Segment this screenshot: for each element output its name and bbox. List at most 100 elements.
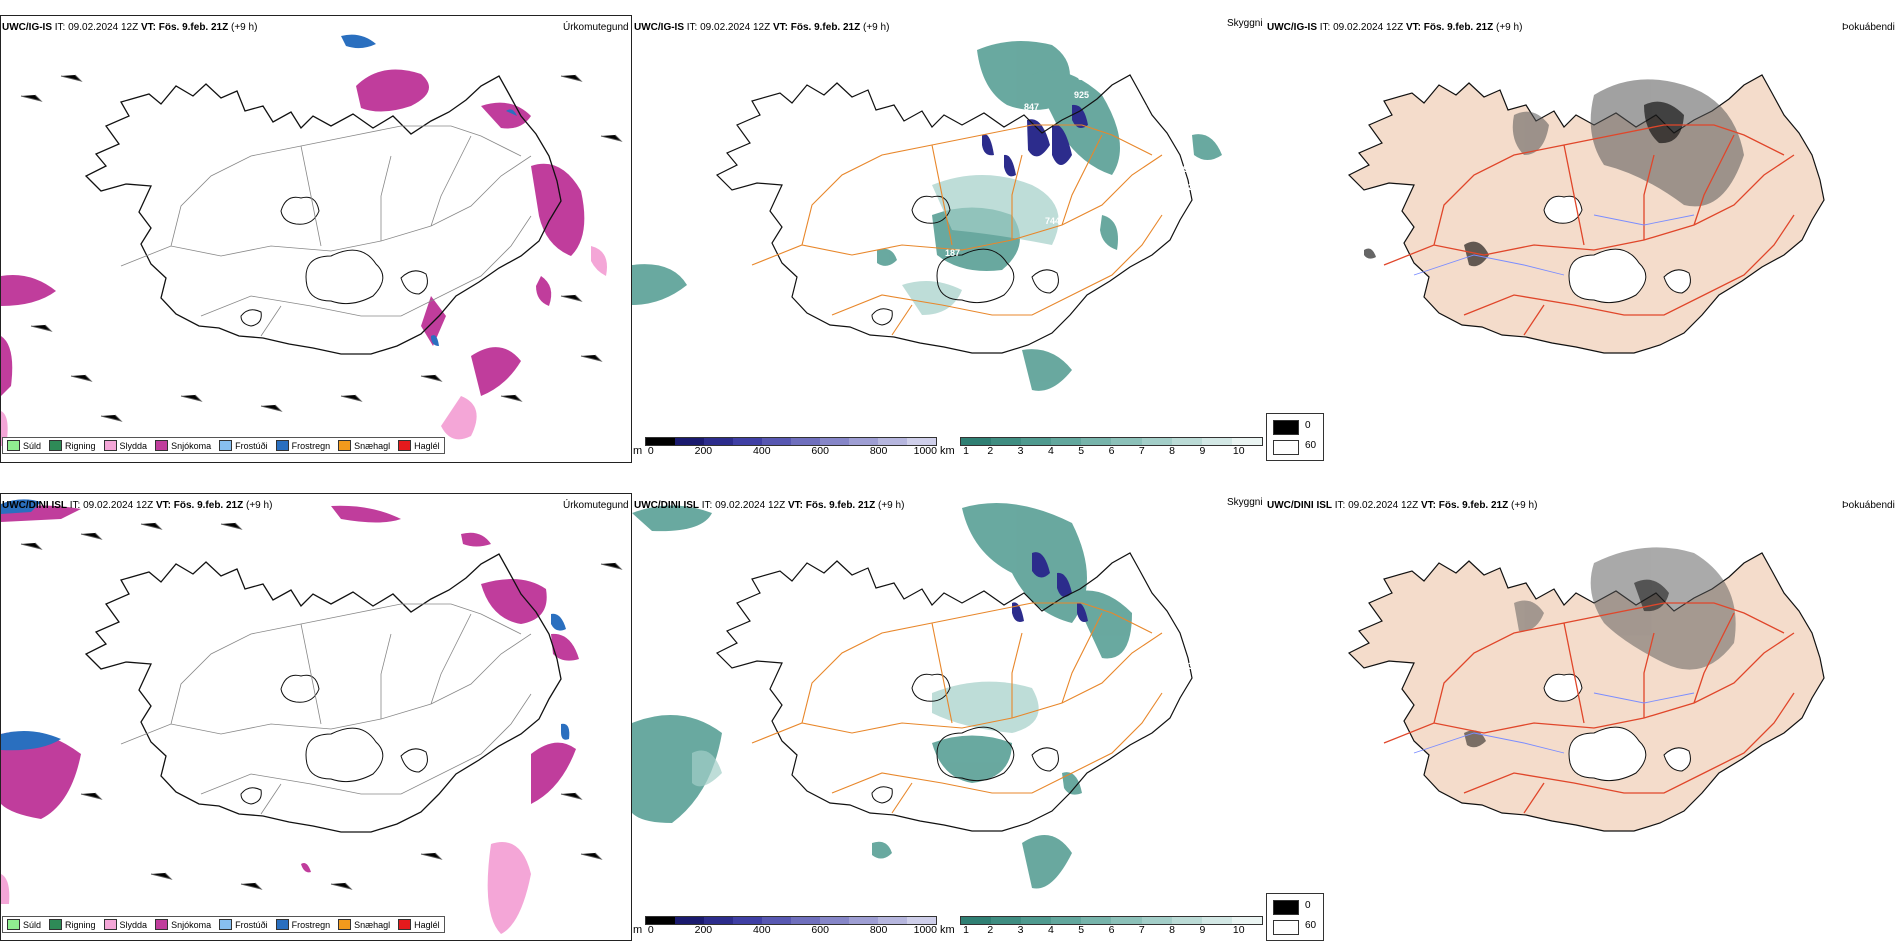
it-label: IT: — [54, 22, 66, 33]
legend-item: Frostúði — [219, 919, 268, 930]
scale-tick: 1 — [963, 924, 969, 936]
fog-swatch-white — [1273, 920, 1299, 935]
map-value-label: 731 — [1133, 104, 1149, 114]
legend-swatch — [155, 919, 169, 930]
legend-item: Snjókoma — [155, 919, 211, 930]
map-value-label: 978 — [1086, 540, 1102, 550]
scale-tick: 6 — [1108, 445, 1115, 457]
legend-item: Snæhagl — [338, 440, 390, 451]
scale-unit-km: km — [940, 924, 955, 936]
scale-tick: 9 — [1199, 924, 1206, 936]
model-name: UWC/DINI ISL — [634, 500, 699, 511]
fog-map-2 — [1348, 547, 1825, 832]
legend-label: Snæhagl — [354, 440, 391, 451]
legend-item: Slydda — [103, 919, 148, 930]
legend-swatch — [103, 919, 117, 930]
panel-header: UWC/IG-IS IT: 09.02.2024 12Z VT: Fös. 9.… — [634, 22, 889, 33]
map-value-label: 281 — [1062, 338, 1078, 348]
scale-unit-km: km — [940, 445, 955, 457]
vt-value: Fös. 9.feb. 21Z — [173, 500, 244, 511]
field-title-ceiling: Skyggni — [1227, 18, 1263, 29]
scale-tick: 2 — [987, 924, 994, 936]
legend-swatch — [338, 919, 352, 930]
scale-tick: 8 — [1169, 445, 1176, 457]
vt-label: VT: — [787, 500, 803, 511]
legend-label: Slydda — [119, 919, 148, 930]
legend-swatch — [219, 919, 233, 930]
scale-tick: 5 — [1078, 924, 1085, 936]
legend-item: Rigning — [49, 919, 96, 930]
panel-header: UWC/IG-IS IT: 09.02.2024 12Z VT: Fös. 9.… — [1267, 22, 1522, 33]
scale-tick: 9 — [1199, 445, 1206, 457]
map-value-label: 327 — [1188, 661, 1204, 671]
wind-barbs — [20, 74, 623, 422]
precip-type-panel-2 — [0, 493, 632, 941]
scale-tick: 0 — [647, 445, 654, 457]
legend-label: Frostregn — [291, 440, 331, 451]
model-name: UWC/DINI ISL — [2, 500, 67, 511]
vt-value: Fös. 9.feb. 21Z — [805, 500, 876, 511]
lead-time: (+9 h) — [1511, 500, 1538, 511]
scale-bar-km-2 — [960, 916, 1263, 925]
scale-tick: 7 — [1138, 445, 1145, 457]
panel-header: UWC/DINI ISL IT: 09.02.2024 12Z VT: Fös.… — [2, 500, 272, 511]
lead-time: (+9 h) — [878, 500, 905, 511]
scale-tick: 1000 — [913, 924, 937, 936]
field-title-precip-type: Úrkomutegund — [563, 500, 629, 511]
it-label: IT: — [701, 500, 713, 511]
legend-item: Haglél — [398, 919, 440, 930]
vt-label: VT: — [772, 22, 788, 33]
scale-tick: 200 — [694, 924, 713, 936]
field-title-fog: Þokuábendi — [1842, 22, 1895, 33]
fog-legend-1: 0 60 — [1266, 413, 1324, 461]
scale-unit-meters: m — [633, 924, 643, 936]
panel-header: UWC/DINI ISL IT: 09.02.2024 12Z VT: Fös.… — [634, 500, 904, 511]
lead-time: (+9 h) — [863, 22, 890, 33]
it-value: 09.02.2024 12Z — [1348, 500, 1419, 511]
vt-value: Fös. 9.feb. 21Z — [1423, 22, 1494, 33]
legend-item: Súld — [7, 919, 41, 930]
vt-label: VT: — [1405, 22, 1421, 33]
map-value-label: 847 — [1024, 102, 1040, 112]
iceland-outline — [85, 75, 562, 355]
legend-label: Slydda — [119, 440, 148, 451]
legend-swatch — [219, 440, 233, 451]
map-value-label: 267 — [1188, 182, 1204, 192]
scale-tick: 0 — [647, 924, 654, 936]
legend-swatch — [155, 440, 169, 451]
precip-legend-1: Súld Rigning Slydda Snjókoma Frostúði Fr… — [2, 437, 445, 454]
map-value-label: 102 — [1058, 813, 1074, 823]
visibility-map-1 — [632, 41, 1222, 391]
visibility-panel-1 — [632, 15, 1264, 440]
scale-bar-km-1 — [960, 437, 1263, 446]
legend-swatch — [103, 440, 117, 451]
freezing-rain-areas — [341, 34, 517, 346]
scale-unit-meters: m — [633, 445, 643, 457]
fog-swatch-white — [1273, 440, 1299, 455]
fog-swatch-black — [1273, 900, 1299, 915]
scale-tick: 400 — [753, 445, 771, 457]
model-name: UWC/IG-IS — [2, 22, 52, 33]
legend-swatch — [398, 440, 412, 451]
vt-value: Fös. 9.feb. 21Z — [1438, 500, 1509, 511]
vt-label: VT: — [155, 500, 171, 511]
scale-tick: 6 — [1108, 924, 1115, 936]
panel-header: UWC/DINI ISL IT: 09.02.2024 12Z VT: Fös.… — [1267, 500, 1537, 511]
it-label: IT: — [1319, 22, 1331, 33]
scale-tick: 200 — [694, 445, 713, 457]
scale-bar-meters-1 — [645, 437, 937, 446]
legend-label: Haglél — [414, 919, 440, 930]
field-title-precip-type: Úrkomutegund — [563, 22, 629, 33]
fog-swatch-black — [1273, 420, 1299, 435]
scale-tick: 1 — [963, 445, 969, 457]
it-value: 09.02.2024 12Z — [68, 22, 139, 33]
scale-tick: 7 — [1138, 924, 1145, 936]
legend-swatch — [275, 919, 289, 930]
fog-legend-black-label: 0 — [1305, 420, 1311, 431]
scale-tick: 4 — [1047, 445, 1054, 457]
legend-item: Snæhagl — [338, 919, 390, 930]
vt-value: Fös. 9.feb. 21Z — [790, 22, 861, 33]
it-value: 09.02.2024 12Z — [715, 500, 786, 511]
legend-item: Súld — [7, 440, 41, 451]
scale-tick: 5 — [1078, 445, 1085, 457]
